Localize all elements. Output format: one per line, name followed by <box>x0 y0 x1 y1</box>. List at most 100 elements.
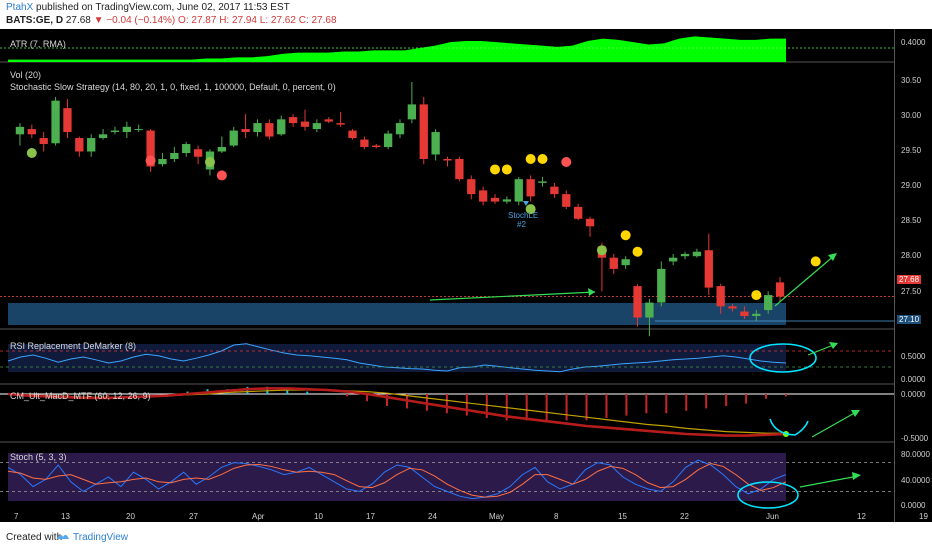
chart-header: PtahX published on TradingView.com, June… <box>0 0 932 28</box>
candle-body <box>538 181 547 183</box>
macd-histogram-bar <box>346 394 349 397</box>
candle-body <box>253 123 262 133</box>
strategy-label: Stochastic Slow Strategy (14, 80, 20, 1,… <box>10 82 336 92</box>
macd-histogram-bar <box>725 394 728 406</box>
candle-body <box>146 130 155 167</box>
candle-body <box>288 117 298 124</box>
signal-dot <box>561 156 572 167</box>
candle-body <box>170 153 179 159</box>
last-price: 27.68 <box>65 15 91 26</box>
candle-body <box>573 206 583 219</box>
candle-body <box>383 133 393 148</box>
candle-body <box>633 286 642 318</box>
stoch-highlight-circle <box>737 481 799 509</box>
candle-body <box>39 138 48 145</box>
macd-histogram-bar <box>386 394 389 406</box>
signal-dot <box>216 170 227 181</box>
signal-dot <box>810 256 821 267</box>
candle-body <box>75 138 84 152</box>
candle-body <box>740 311 749 317</box>
candle-body <box>324 119 333 122</box>
candle-body <box>775 282 785 297</box>
rsi-tick: 0.0000 <box>901 375 926 384</box>
candle-body <box>657 268 666 303</box>
signal-dot <box>26 148 37 158</box>
author-name[interactable]: PtahX <box>6 2 34 13</box>
candle-body <box>692 251 702 257</box>
time-axis-label: 15 <box>618 512 627 521</box>
ohlc-close: C: 27.68 <box>298 15 337 26</box>
breakout-arrow-icon <box>828 253 837 261</box>
candle-body <box>300 121 310 127</box>
time-axis-label: 8 <box>554 512 559 521</box>
macd-histogram-bar <box>605 394 608 418</box>
price-tick: 28.50 <box>901 216 922 225</box>
created-with-text: Created with <box>6 532 63 543</box>
candle-body <box>241 129 250 133</box>
time-axis-label: 7 <box>14 512 19 521</box>
time-axis-label: 22 <box>680 512 689 521</box>
stoch-d-line <box>7 463 787 498</box>
macd-histogram-bar <box>286 389 289 394</box>
macd-histogram-bar <box>705 394 708 409</box>
price-tick: 27.50 <box>901 287 922 296</box>
stoch-arrow-line <box>799 475 859 488</box>
macd-histogram-bar <box>525 394 528 421</box>
signal-dot <box>632 246 643 257</box>
macd-tick: -0.5000 <box>901 434 929 443</box>
candle-body <box>158 158 167 165</box>
signal-dot <box>501 164 512 175</box>
signal-dot <box>145 155 156 166</box>
signal-dot <box>596 245 607 256</box>
candle-body <box>277 119 286 135</box>
candle-body <box>669 257 678 262</box>
candle-body <box>15 126 25 135</box>
signal-dot <box>620 230 631 241</box>
stoch-label: Stoch (5, 3, 3) <box>10 452 67 462</box>
candle-body <box>431 132 440 155</box>
candle-body <box>514 179 523 202</box>
macd-histogram-bar <box>665 394 668 414</box>
rsi-tick: 0.5000 <box>901 352 926 361</box>
macd-histogram-bar <box>86 394 89 397</box>
candle-body <box>728 306 737 309</box>
candle-body <box>609 257 618 269</box>
candle-body <box>87 138 96 152</box>
macd-histogram-bar <box>785 394 787 397</box>
candle-body <box>502 199 512 202</box>
candle-body <box>478 190 488 202</box>
candle-body <box>229 130 238 146</box>
atr-area <box>8 36 786 62</box>
signal-dot <box>525 204 536 215</box>
time-axis-label: Apr <box>252 512 265 521</box>
price-tick: 29.00 <box>901 181 922 190</box>
rsi-highlight-circle <box>749 343 817 373</box>
chart-canvas[interactable] <box>0 29 932 522</box>
chart-area[interactable]: ATR (7, RMA) Vol (20) Stochastic Slow St… <box>0 29 932 522</box>
ohlc-open: O: 27.87 <box>178 15 217 26</box>
last-price-tag: 27.68 <box>897 275 922 284</box>
candle-body <box>550 186 559 195</box>
macd-histogram-bar <box>106 394 109 397</box>
tradingview-brand[interactable]: TradingView <box>73 532 129 543</box>
price-axis[interactable]: 0.4000 30.50 30.00 29.50 29.00 28.50 28.… <box>894 29 932 522</box>
stoch-tick: 0.0000 <box>901 501 926 510</box>
macd-line <box>7 387 787 437</box>
price-tick: 30.00 <box>901 111 922 120</box>
macd-label: CM_Ult_MacD_MTF (60, 12, 26, 9) <box>10 391 151 401</box>
time-axis-label: 27 <box>189 512 198 521</box>
time-axis-label: May <box>489 512 505 521</box>
candle-body <box>110 130 120 133</box>
volume-area <box>8 303 786 325</box>
candle-body <box>360 139 369 148</box>
trend-arrow-line <box>429 291 596 301</box>
time-axis-label: 10 <box>314 512 323 521</box>
time-axis-label: Jun <box>766 512 779 521</box>
signal-dot <box>525 153 536 164</box>
low-price-tag: 27.10 <box>897 315 922 324</box>
macd-histogram-bar <box>585 394 588 421</box>
stoch-entry-number: #2 <box>517 220 526 229</box>
trend-arrow-icon <box>588 288 595 296</box>
time-axis-label: 17 <box>366 512 375 521</box>
candle-body <box>217 147 227 152</box>
